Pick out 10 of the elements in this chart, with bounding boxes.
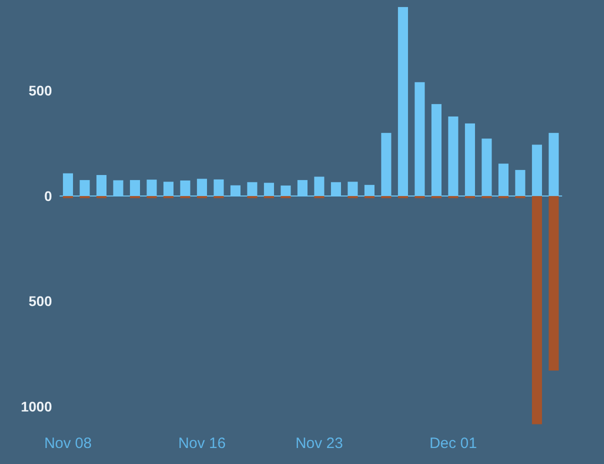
bar [532, 196, 542, 424]
y-tick-label: 0 [44, 188, 52, 204]
y-tick-label: 500 [28, 293, 52, 310]
x-tick-label: Dec 01 [429, 435, 477, 452]
y-tick-label: 1000 [20, 398, 52, 414]
x-tick-label: Nov 08 [44, 435, 92, 452]
bar [548, 196, 559, 371]
y-tick-label: 500 [28, 82, 52, 99]
x-tick-label: Nov 23 [295, 435, 343, 452]
x-tick-label: Nov 16 [178, 435, 226, 452]
